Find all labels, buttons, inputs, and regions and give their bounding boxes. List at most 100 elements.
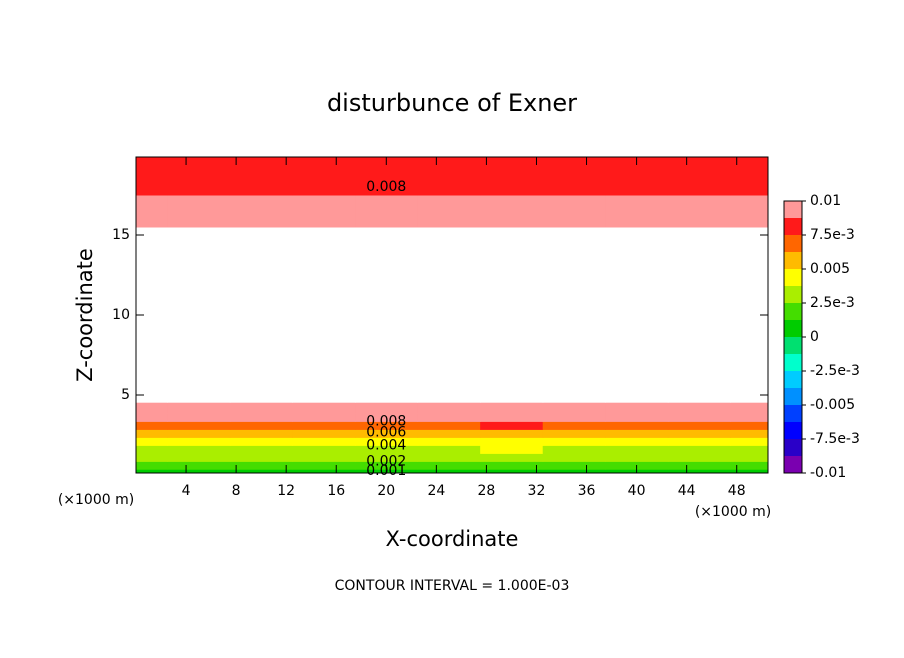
cell [417, 157, 481, 165]
cell [542, 469, 606, 474]
cell [667, 179, 731, 196]
cell [605, 195, 669, 212]
chart-title: disturbunce of Exner [327, 89, 577, 117]
cell [136, 445, 168, 454]
cell [605, 275, 669, 356]
cell [229, 413, 293, 422]
cell [136, 179, 168, 196]
cell [667, 413, 731, 422]
cell [292, 195, 356, 212]
cell [542, 453, 606, 462]
cell [292, 211, 356, 228]
cell [667, 355, 731, 403]
colorbar-tick-label: -0.005 [810, 397, 855, 413]
x-tick-label: 8 [232, 483, 241, 499]
cell [292, 179, 356, 196]
contour-label: 0.008 [366, 179, 406, 195]
cell [417, 195, 481, 212]
cell [730, 402, 769, 414]
y-tick-label: 10 [112, 307, 130, 323]
cell [167, 437, 231, 446]
x-axis-label: X-coordinate [386, 527, 519, 551]
cell [355, 227, 419, 276]
cell [417, 179, 481, 196]
cell [605, 413, 669, 422]
cell [355, 437, 419, 446]
cell [229, 421, 293, 430]
cell [542, 164, 606, 180]
cell [355, 164, 419, 180]
colorbar-tick-label: -0.01 [810, 465, 846, 481]
colorbar-tick-label: 2.5e-3 [810, 295, 855, 311]
cell [355, 421, 419, 430]
cell [730, 211, 769, 228]
cell [229, 179, 293, 196]
contour-label: 0.004 [366, 437, 406, 453]
colorbar-tick-label: -7.5e-3 [810, 431, 860, 447]
cell [417, 355, 481, 403]
x-tick-label: 36 [578, 483, 596, 499]
cell [667, 164, 731, 180]
cell [167, 355, 231, 403]
cell [542, 445, 606, 454]
x-tick-label: 20 [377, 483, 395, 499]
cell [542, 275, 606, 356]
y-tick-label: 15 [112, 227, 130, 243]
cell [136, 227, 168, 276]
cell [229, 195, 293, 212]
cell [667, 421, 731, 430]
cell [480, 275, 544, 356]
colorbar-swatch [784, 439, 802, 456]
cell [292, 461, 356, 470]
footer: CONTOUR INTERVAL = 1.000E-03 [335, 578, 570, 594]
cell [229, 461, 293, 470]
cell [480, 413, 544, 422]
cell [542, 429, 606, 438]
cell [292, 275, 356, 356]
cell [229, 445, 293, 454]
cell [605, 211, 669, 228]
x-unit: (×1000 m) [58, 492, 134, 508]
cell [605, 355, 669, 403]
cell [667, 275, 731, 356]
cell [136, 402, 168, 414]
cell [480, 211, 544, 228]
cell [605, 402, 669, 414]
colorbar-swatch [784, 456, 802, 473]
cell [730, 429, 769, 438]
x-tick-label: 12 [277, 483, 295, 499]
cell [667, 453, 731, 462]
cell [730, 445, 769, 454]
cell [167, 413, 231, 422]
cell [730, 227, 769, 276]
colorbar-tick-label: 7.5e-3 [810, 227, 855, 243]
cell [417, 413, 481, 422]
cell [136, 421, 168, 430]
cell [167, 445, 231, 454]
cell [667, 437, 731, 446]
cell [730, 437, 769, 446]
cell [355, 195, 419, 212]
colorbar-swatch [784, 371, 802, 388]
cell [542, 157, 606, 165]
cell [480, 437, 544, 446]
colorbar-swatch [784, 354, 802, 371]
x-tick-label: 40 [628, 483, 646, 499]
cell [667, 211, 731, 228]
cell [542, 195, 606, 212]
cell [167, 429, 231, 438]
cell [667, 227, 731, 276]
cell [605, 227, 669, 276]
cell [417, 469, 481, 474]
contour-label: 0.002 [366, 453, 406, 469]
colorbar-swatch [784, 388, 802, 405]
cell [229, 157, 293, 165]
cell [667, 429, 731, 438]
cell [605, 453, 669, 462]
cell [480, 445, 544, 454]
cell [229, 402, 293, 414]
cell [667, 402, 731, 414]
cell [292, 421, 356, 430]
x-tick-label: 44 [678, 483, 696, 499]
